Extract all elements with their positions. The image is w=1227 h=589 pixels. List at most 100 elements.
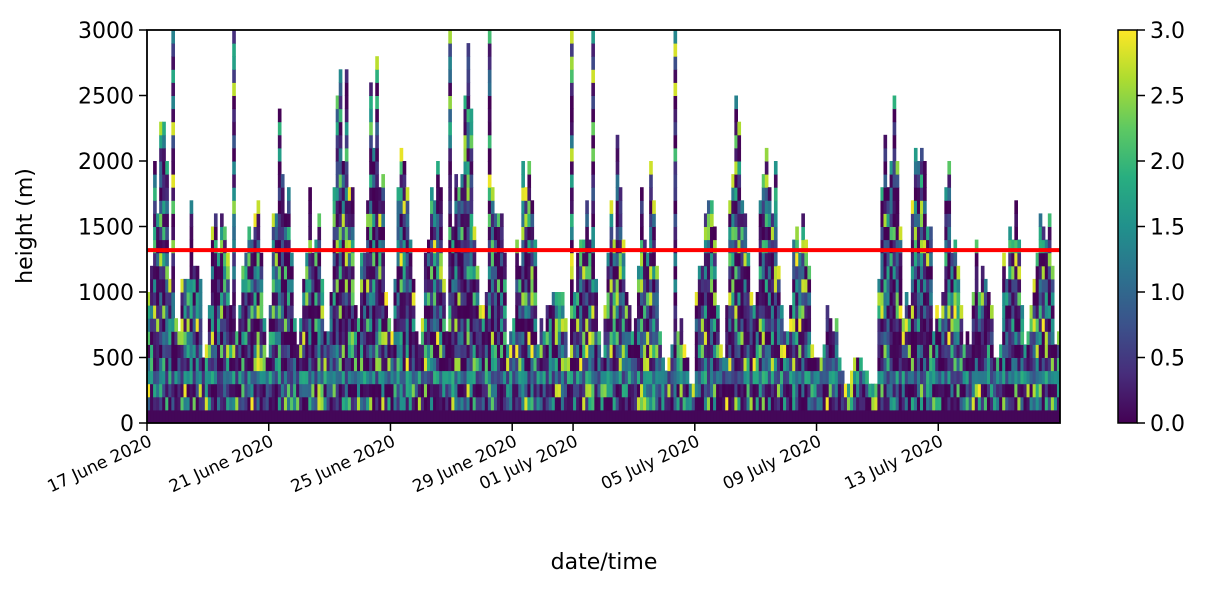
heatmap-cell	[923, 305, 927, 319]
heatmap-cell	[378, 370, 382, 385]
heatmap-cell	[283, 331, 288, 345]
heatmap-cell	[773, 187, 778, 201]
heatmap-cell	[496, 370, 501, 385]
heatmap-cell	[466, 43, 471, 57]
heatmap-cell	[171, 30, 175, 44]
heatmap-cell	[463, 147, 468, 162]
heatmap-cell	[402, 331, 407, 345]
heatmap-cell	[265, 370, 270, 385]
heatmap-cell	[366, 357, 370, 372]
heatmap-cell	[393, 396, 398, 411]
heatmap-cell	[156, 357, 160, 372]
heatmap-cell	[570, 161, 574, 175]
heatmap-cell	[795, 292, 799, 306]
heatmap-cell	[1053, 370, 1058, 385]
heatmap-cell	[326, 331, 331, 345]
heatmap-cell	[463, 213, 468, 227]
heatmap-cell	[554, 292, 559, 306]
heatmap-cell	[633, 383, 638, 398]
heatmap-cell	[500, 370, 504, 385]
heatmap-cell	[539, 357, 544, 372]
heatmap-cell	[789, 344, 793, 358]
heatmap-cell	[1014, 396, 1018, 411]
heatmap-cell	[460, 396, 465, 411]
heatmap-cell	[737, 134, 742, 149]
heatmap-cell	[655, 344, 659, 358]
heatmap-cell	[649, 174, 653, 188]
heatmap-cell	[280, 278, 285, 293]
heatmap-cell	[679, 409, 684, 423]
heatmap-cell	[314, 396, 319, 411]
heatmap-cell	[207, 305, 212, 319]
heatmap-cell	[746, 265, 751, 280]
heatmap-cell	[579, 396, 583, 411]
heatmap-cell	[1017, 383, 1022, 398]
heatmap-cell	[162, 226, 166, 241]
heatmap-cell	[1050, 318, 1055, 332]
heatmap-cell	[335, 396, 340, 411]
heatmap-cell	[755, 344, 760, 358]
heatmap-cell	[1017, 239, 1022, 254]
heatmap-cell	[883, 226, 888, 241]
heatmap-cell	[506, 357, 510, 372]
heatmap-cell	[436, 305, 440, 319]
heatmap-cell	[892, 292, 897, 306]
heatmap-cell	[308, 370, 312, 385]
heatmap-cell	[363, 409, 367, 423]
heatmap-cell	[880, 239, 885, 254]
heatmap-cell	[518, 331, 522, 345]
heatmap-cell	[1044, 265, 1049, 280]
y-tick-label: 2500	[78, 85, 134, 110]
heatmap-cell	[585, 305, 589, 319]
heatmap-cell	[360, 265, 364, 280]
heatmap-cell	[335, 239, 340, 254]
heatmap-cell	[244, 305, 249, 319]
heatmap-cell	[168, 396, 172, 411]
heatmap-cell	[573, 370, 577, 385]
heatmap-cell	[469, 187, 474, 201]
heatmap-cell	[527, 305, 532, 319]
heatmap-cell	[198, 357, 203, 372]
heatmap-cell	[640, 305, 644, 319]
heatmap-cell	[591, 396, 595, 411]
heatmap-cell	[947, 161, 952, 175]
heatmap-cell	[764, 292, 769, 306]
heatmap-cell	[953, 344, 958, 358]
heatmap-cell	[490, 344, 495, 358]
heatmap-cell	[910, 213, 915, 227]
heatmap-cell	[472, 357, 477, 372]
heatmap-cell	[350, 383, 355, 398]
heatmap-cell	[703, 409, 708, 423]
heatmap-cell	[624, 409, 629, 423]
heatmap-cell	[247, 370, 252, 385]
heatmap-cell	[186, 383, 191, 398]
heatmap-cell	[506, 409, 510, 423]
heatmap-cell	[405, 239, 410, 254]
heatmap-cell	[990, 370, 994, 385]
heatmap-cell	[986, 318, 991, 332]
heatmap-cell	[597, 370, 602, 385]
heatmap-cell	[521, 200, 525, 214]
heatmap-cell	[256, 344, 261, 358]
heatmap-cell	[475, 383, 480, 398]
heatmap-cell	[828, 331, 833, 345]
heatmap-cell	[1047, 318, 1052, 332]
heatmap-cell	[183, 370, 188, 385]
heatmap-cell	[430, 252, 434, 267]
heatmap-cell	[198, 331, 203, 345]
heatmap-cell	[728, 278, 732, 293]
heatmap-cell	[560, 318, 565, 332]
heatmap-cell	[490, 396, 495, 411]
heatmap-cell	[484, 409, 489, 423]
heatmap-cell	[1017, 252, 1022, 267]
heatmap-cell	[840, 383, 845, 398]
heatmap-cell	[652, 278, 656, 293]
heatmap-cell	[366, 305, 370, 319]
heatmap-cell	[220, 252, 224, 267]
heatmap-cell	[232, 383, 236, 398]
heatmap-cell	[1002, 383, 1006, 398]
heatmap-cell	[652, 357, 656, 372]
heatmap-cell	[950, 278, 955, 293]
heatmap-cell	[758, 357, 763, 372]
heatmap-cell	[795, 226, 799, 241]
